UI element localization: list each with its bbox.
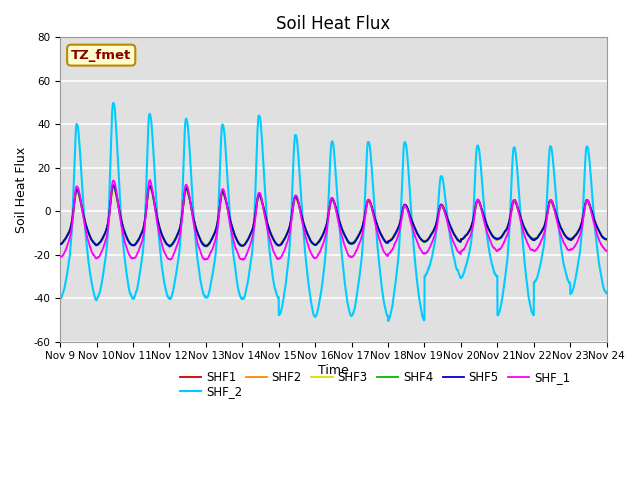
SHF4 xyxy=(56,241,64,247)
SHF_1 xyxy=(603,248,611,254)
SHF5 xyxy=(387,237,395,243)
SHF2 xyxy=(603,236,611,242)
SHF_1 xyxy=(56,254,64,260)
SHF5 xyxy=(551,207,559,213)
SHF5 xyxy=(109,182,117,188)
SHF_2 xyxy=(173,263,181,269)
SHF_1 xyxy=(146,178,154,183)
SHF2 xyxy=(173,231,181,237)
Title: Soil Heat Flux: Soil Heat Flux xyxy=(276,15,390,33)
SHF4 xyxy=(387,238,395,243)
Text: TZ_fmet: TZ_fmet xyxy=(71,48,131,61)
SHF_2 xyxy=(110,100,118,106)
SHF3 xyxy=(551,209,559,215)
SHF_2 xyxy=(209,269,217,275)
Line: SHF_1: SHF_1 xyxy=(60,180,607,260)
SHF3 xyxy=(209,234,217,240)
SHF1 xyxy=(173,232,181,238)
SHF1 xyxy=(146,184,154,190)
SHF_2 xyxy=(603,290,611,296)
SHF4 xyxy=(551,208,559,214)
SHF5 xyxy=(166,244,173,250)
X-axis label: Time: Time xyxy=(318,364,349,377)
SHF3 xyxy=(603,237,611,243)
SHF_1 xyxy=(397,223,404,229)
SHF5 xyxy=(397,218,404,224)
SHF2 xyxy=(202,243,209,249)
SHF4 xyxy=(397,218,404,224)
SHF5 xyxy=(603,237,611,242)
Y-axis label: Soil Heat Flux: Soil Heat Flux xyxy=(15,146,28,233)
Line: SHF1: SHF1 xyxy=(60,187,607,246)
Line: SHF5: SHF5 xyxy=(60,185,607,247)
SHF_1 xyxy=(387,248,395,254)
Line: SHF4: SHF4 xyxy=(60,187,607,247)
SHF3 xyxy=(397,220,404,226)
SHF4 xyxy=(109,184,117,190)
SHF3 xyxy=(173,232,181,238)
SHF2 xyxy=(109,182,117,188)
SHF_1 xyxy=(603,248,611,254)
Line: SHF2: SHF2 xyxy=(60,185,607,246)
SHF_2 xyxy=(384,318,392,324)
SHF_2 xyxy=(387,310,395,316)
SHF1 xyxy=(209,234,217,240)
SHF2 xyxy=(209,234,217,240)
SHF5 xyxy=(56,241,64,247)
Legend: SHF_2: SHF_2 xyxy=(175,380,247,403)
SHF1 xyxy=(387,238,395,243)
SHF_1 xyxy=(173,242,181,248)
SHF_1 xyxy=(551,210,559,216)
SHF1 xyxy=(166,243,174,249)
SHF3 xyxy=(387,237,395,243)
SHF1 xyxy=(603,236,611,242)
SHF5 xyxy=(173,231,181,237)
SHF3 xyxy=(109,185,117,191)
SHF4 xyxy=(202,244,210,250)
SHF4 xyxy=(603,236,611,242)
SHF5 xyxy=(603,237,611,242)
SHF_1 xyxy=(209,245,217,251)
SHF2 xyxy=(397,217,404,223)
SHF4 xyxy=(209,233,217,239)
SHF1 xyxy=(397,218,404,224)
SHF_2 xyxy=(397,220,404,226)
SHF4 xyxy=(173,232,181,238)
SHF3 xyxy=(238,243,246,249)
SHF_2 xyxy=(551,181,559,187)
SHF4 xyxy=(603,236,611,242)
SHF3 xyxy=(56,241,64,247)
SHF_1 xyxy=(240,257,248,263)
Line: SHF3: SHF3 xyxy=(60,188,607,246)
SHF2 xyxy=(603,236,611,242)
SHF3 xyxy=(603,237,611,243)
SHF2 xyxy=(56,240,64,246)
SHF_2 xyxy=(603,290,611,296)
SHF2 xyxy=(551,207,559,213)
SHF1 xyxy=(603,236,611,242)
SHF1 xyxy=(56,241,64,247)
SHF1 xyxy=(551,209,559,215)
SHF2 xyxy=(387,236,395,242)
SHF5 xyxy=(209,234,217,240)
SHF_2 xyxy=(56,296,64,301)
Line: SHF_2: SHF_2 xyxy=(60,103,607,321)
